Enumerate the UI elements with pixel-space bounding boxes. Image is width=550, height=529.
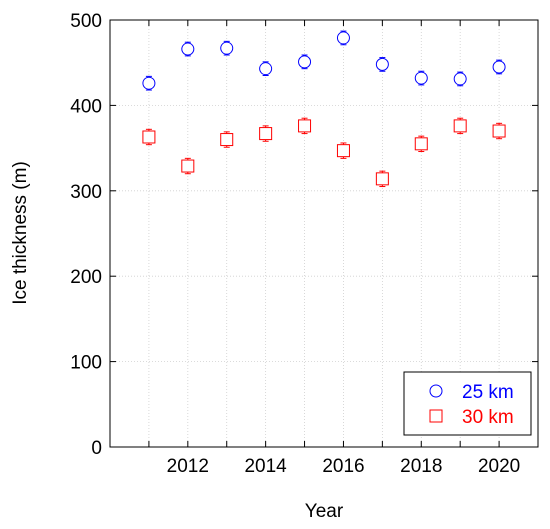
- y-tick-label: 300: [70, 182, 102, 203]
- y-axis-title: Ice thickness (m): [10, 161, 31, 305]
- data-point-square: [414, 137, 428, 151]
- data-point-square: [220, 133, 234, 147]
- y-tick-labels: 0 100 200 300 400 500: [70, 11, 102, 459]
- y-tick-label: 400: [70, 96, 102, 117]
- y-tick-label: 500: [70, 11, 102, 32]
- data-point-square: [492, 124, 506, 138]
- data-point-circle: [298, 55, 312, 69]
- series-25-km: [142, 30, 506, 91]
- legend-label-25km: 25 km: [462, 382, 514, 403]
- x-tick-label: 2020: [478, 456, 520, 477]
- legend: 25 km 30 km: [403, 371, 532, 436]
- grid: [110, 20, 538, 447]
- y-tick-label: 100: [70, 353, 102, 374]
- x-tick-label: 2016: [322, 456, 364, 477]
- x-tick-label: 2018: [400, 456, 442, 477]
- data-marks: [142, 30, 506, 188]
- y-tick-label: 0: [91, 438, 102, 459]
- data-point-square: [181, 159, 195, 173]
- data-point-circle: [220, 41, 234, 55]
- data-point-square: [453, 119, 467, 133]
- data-point-square: [298, 119, 312, 133]
- x-tick-label: 2014: [244, 456, 287, 477]
- data-point-circle: [453, 72, 467, 86]
- data-point-circle: [259, 62, 273, 76]
- data-point-circle: [336, 31, 350, 45]
- legend-box: [403, 371, 532, 436]
- x-tick-labels: 2012 2014 2016 2018 2020: [167, 456, 521, 477]
- legend-marker-square: [429, 409, 443, 423]
- x-axis-title: Year: [305, 501, 344, 522]
- legend-label-30km: 30 km: [462, 407, 514, 428]
- data-point-square: [375, 172, 389, 186]
- x-tick-label: 2012: [167, 456, 209, 477]
- data-point-square: [259, 127, 273, 141]
- data-point-circle: [181, 42, 195, 56]
- data-point-circle: [414, 71, 428, 85]
- data-point-square: [336, 144, 350, 158]
- data-point-circle: [492, 60, 506, 74]
- data-point-square: [142, 130, 156, 144]
- data-point-circle: [142, 76, 156, 90]
- y-tick-label: 200: [70, 267, 102, 288]
- plot-frame: [109, 19, 539, 448]
- legend-marker-circle: [429, 384, 443, 398]
- data-point-circle: [375, 57, 389, 71]
- series-30-km: [142, 117, 506, 188]
